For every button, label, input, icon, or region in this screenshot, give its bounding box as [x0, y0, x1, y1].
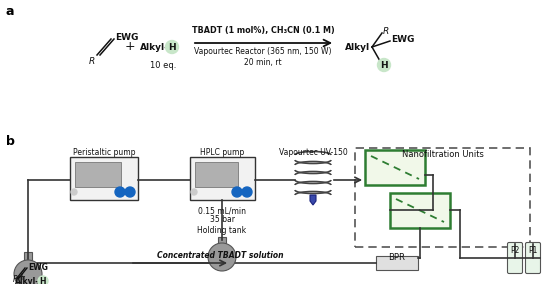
Circle shape — [232, 187, 242, 197]
Text: Peristaltic pump: Peristaltic pump — [73, 148, 135, 157]
Text: 0.15 mL/min: 0.15 mL/min — [198, 207, 246, 216]
FancyBboxPatch shape — [218, 237, 226, 245]
Text: Nanofiltration Units: Nanofiltration Units — [401, 150, 483, 159]
Text: R: R — [383, 26, 389, 36]
Text: Holding tank: Holding tank — [197, 226, 247, 235]
Text: EWG: EWG — [28, 262, 48, 272]
Text: 10 eq.: 10 eq. — [150, 62, 176, 70]
Circle shape — [14, 260, 42, 284]
Text: EWG: EWG — [391, 36, 414, 45]
Circle shape — [71, 189, 77, 195]
FancyBboxPatch shape — [376, 256, 418, 270]
Text: +: + — [17, 272, 25, 282]
Text: R: R — [88, 57, 95, 66]
FancyBboxPatch shape — [525, 243, 540, 273]
FancyBboxPatch shape — [390, 193, 450, 228]
Circle shape — [378, 59, 390, 72]
FancyBboxPatch shape — [195, 162, 238, 187]
Text: Vapourtec UV-150: Vapourtec UV-150 — [279, 148, 347, 157]
Circle shape — [125, 187, 135, 197]
Text: P1: P1 — [528, 246, 538, 255]
Circle shape — [208, 243, 236, 271]
Text: Vapourtec Reactor (365 nm, 150 W): Vapourtec Reactor (365 nm, 150 W) — [194, 47, 332, 55]
Text: b: b — [6, 135, 15, 148]
Text: H: H — [168, 43, 176, 51]
Text: Alkyl—: Alkyl— — [15, 277, 44, 284]
Text: Alkyl—: Alkyl— — [140, 43, 174, 51]
FancyBboxPatch shape — [75, 162, 121, 187]
Circle shape — [115, 187, 125, 197]
Text: Alkyl: Alkyl — [345, 43, 370, 51]
Polygon shape — [310, 195, 316, 205]
FancyBboxPatch shape — [508, 243, 523, 273]
Text: 20 min, rt: 20 min, rt — [244, 57, 282, 66]
Circle shape — [242, 187, 252, 197]
Circle shape — [165, 41, 179, 53]
Text: a: a — [6, 5, 14, 18]
Text: 35 bar: 35 bar — [210, 215, 234, 224]
Text: BPR: BPR — [389, 253, 405, 262]
Text: P2: P2 — [510, 246, 520, 255]
FancyBboxPatch shape — [190, 157, 255, 200]
Text: EWG: EWG — [115, 32, 138, 41]
Text: R: R — [12, 275, 18, 284]
Text: Concentrated TBADT solution: Concentrated TBADT solution — [156, 252, 283, 260]
Circle shape — [191, 189, 197, 195]
FancyBboxPatch shape — [24, 252, 32, 262]
Circle shape — [38, 276, 48, 284]
Text: H: H — [380, 60, 388, 70]
FancyBboxPatch shape — [365, 150, 425, 185]
Text: H: H — [40, 277, 46, 284]
FancyBboxPatch shape — [70, 157, 138, 200]
Text: HPLC pump: HPLC pump — [200, 148, 244, 157]
Text: +: + — [124, 41, 135, 53]
Text: TBADT (1 mol%), CH₃CN (0.1 M): TBADT (1 mol%), CH₃CN (0.1 M) — [192, 26, 335, 34]
